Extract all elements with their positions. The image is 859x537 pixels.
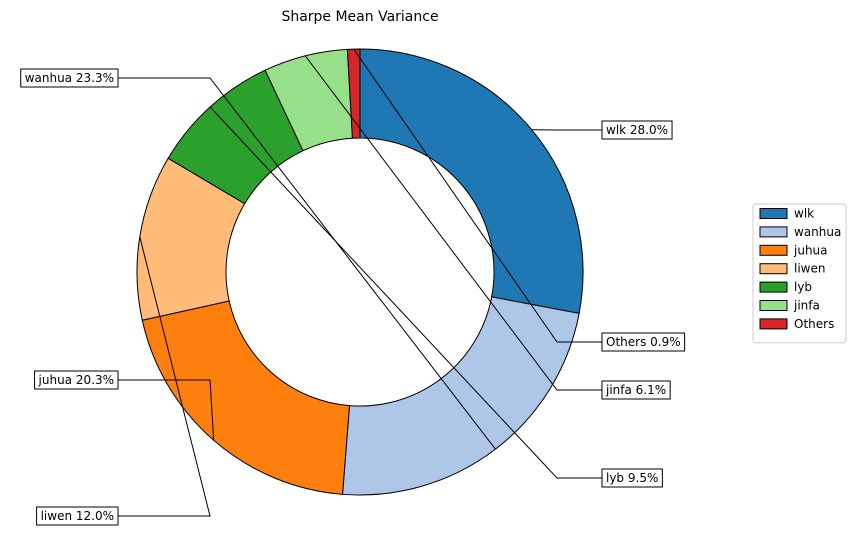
legend-label-lyb: lyb [794,280,812,294]
legend-label-juhua: juhua [793,243,828,257]
leader-line-others [353,48,602,343]
slice-others [346,48,361,139]
slice-label-wanhua: wanhua 23.3% [25,71,114,85]
leader-line-juhua [118,379,215,441]
legend-swatch-juhua [759,244,788,256]
slice-label-box-wlk [601,120,673,140]
legend-swatch-liwen [759,263,788,275]
leader-line-liwen [118,236,211,517]
slice-label-box-wanhua [20,68,119,88]
chart-title: Sharpe Mean Variance [281,9,438,25]
legend: wlk wanhua juhua liwen lyb jinfa Others [752,203,847,344]
leader-line-wanhua [118,77,496,450]
legend-swatch-jinfa [759,300,788,311]
slice-label-box-juhua [34,370,119,390]
slice-wanhua [341,296,580,496]
legend-label-liwen: liwen [794,262,825,276]
legend-swatch-others [759,318,788,330]
leader-line-lyb [209,106,602,479]
legend-label-others: Others [794,317,834,331]
legend-swatch-lyb [759,281,788,293]
slice-labels: wlk 28.0% wanhua 23.3% juhua 20.3% liwen 12… [20,48,686,526]
legend-swatch-wlk [759,208,788,219]
slice-wlk [359,48,584,314]
legend-label-wanhua: wanhua [794,225,841,239]
slice-juhua [141,300,351,495]
slice-label-jinfa: jinfa 6.1% [605,383,666,397]
legend-label-jinfa: jinfa [793,299,820,313]
slice-label-others: Others 0.9% [606,335,681,349]
slice-label-box-others [601,332,686,352]
slice-label-lyb: lyb 9.5% [606,471,658,485]
slice-label-box-liwen [36,506,119,526]
slice-label-juhua: juhua 20.3% [38,373,114,387]
slice-label-wlk: wlk 28.0% [606,123,668,137]
legend-swatch-wanhua [759,226,788,238]
legend-label-wlk: wlk [794,207,814,221]
slice-label-box-lyb [601,468,663,488]
leader-line-jinfa [304,55,602,391]
slice-label-box-jinfa [601,380,671,400]
donut-slices [136,48,584,496]
slice-label-liwen: liwen 12.0% [41,509,114,523]
